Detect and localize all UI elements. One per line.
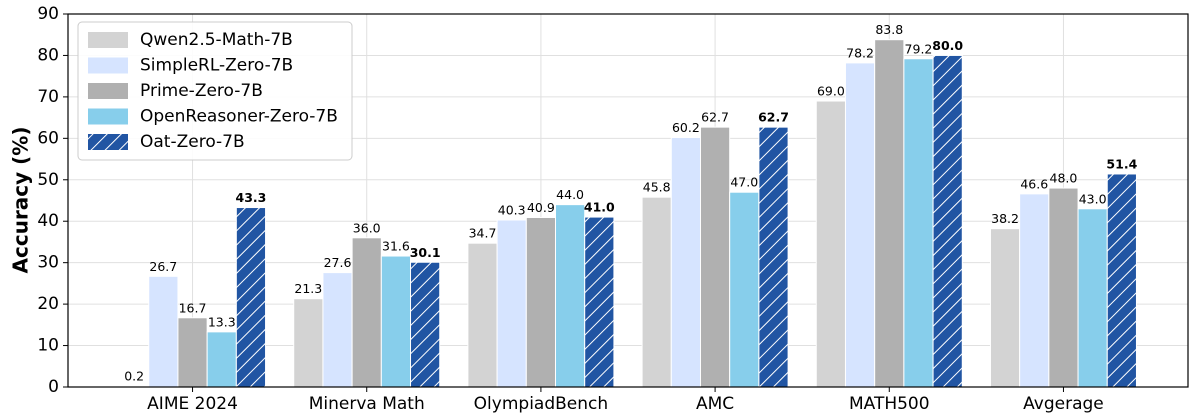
y-tick-label: 40 (37, 211, 59, 231)
bar (1048, 187, 1079, 388)
y-tick-label: 0 (48, 377, 59, 397)
y-tick-label: 50 (37, 170, 59, 190)
bar (496, 219, 527, 388)
bar (758, 126, 789, 388)
value-label: 44.0 (556, 187, 584, 202)
value-label: 48.0 (1050, 171, 1078, 186)
bar (351, 237, 382, 388)
value-label: 40.3 (498, 202, 526, 217)
bar (844, 62, 876, 388)
value-label: 30.1 (410, 245, 441, 260)
y-tick-label: 70 (37, 87, 59, 107)
value-label: 31.6 (382, 239, 410, 254)
value-label: 51.4 (1106, 156, 1137, 171)
value-label: 79.2 (905, 41, 933, 56)
value-label: 47.0 (730, 175, 758, 190)
x-tick-label: AMC (696, 394, 734, 414)
legend-swatch (88, 32, 128, 48)
y-tick-label: 30 (37, 253, 59, 273)
legend-label: SimpleRL-Zero-7B (140, 56, 293, 76)
y-tick-label: 20 (37, 294, 59, 314)
bar (989, 228, 1021, 388)
y-tick-label: 10 (37, 336, 59, 356)
bar (235, 207, 267, 388)
legend-label: Qwen2.5-Math-7B (140, 30, 293, 50)
x-tick-label: OlympiadBench (474, 394, 608, 414)
value-label: 40.9 (527, 200, 555, 215)
value-label: 78.2 (846, 45, 874, 60)
legend-box (77, 21, 353, 161)
bar (1106, 173, 1137, 388)
bar (584, 216, 615, 388)
x-tick-label: Minerva Math (309, 394, 425, 414)
value-label: 43.0 (1079, 191, 1107, 206)
bar (525, 216, 557, 388)
value-label: 0.2 (124, 369, 144, 384)
bar (555, 204, 586, 388)
bar (293, 298, 324, 388)
value-label: 80.0 (932, 38, 963, 53)
y-tick-label: 80 (37, 45, 59, 65)
bar (177, 317, 208, 388)
value-label: 38.2 (991, 211, 1019, 226)
bar (1019, 193, 1050, 388)
bar (467, 242, 498, 388)
bar (815, 100, 846, 388)
x-tick-label: MATH500 (849, 394, 930, 414)
bar (206, 331, 237, 388)
value-label: 46.6 (1020, 176, 1048, 191)
value-label: 21.3 (294, 281, 322, 296)
value-label: 26.7 (149, 259, 177, 274)
legend-label: Oat-Zero-7B (140, 132, 245, 152)
y-tick-label: 90 (37, 4, 59, 24)
value-label: 36.0 (353, 220, 381, 235)
legend-swatch (88, 108, 128, 125)
bar (641, 196, 672, 388)
bar (729, 191, 760, 388)
value-label: 27.6 (324, 255, 352, 270)
bar (670, 137, 701, 388)
legend-swatch (88, 57, 128, 74)
bar (1077, 208, 1108, 388)
legend-label: Prime-Zero-7B (140, 81, 263, 101)
x-tick-label: Avgerage (1023, 394, 1104, 414)
y-axis-title: Accuracy (%) (9, 127, 33, 274)
value-label: 13.3 (208, 314, 236, 329)
legend-label: OpenReasoner-Zero-7B (140, 107, 338, 127)
bar (932, 54, 963, 388)
value-label: 69.0 (817, 84, 845, 99)
y-tick-label: 60 (37, 128, 59, 148)
bar (322, 272, 353, 388)
value-label: 16.7 (179, 300, 207, 315)
bar (699, 126, 731, 388)
plot-frame (67, 13, 1189, 388)
value-label: 60.2 (672, 120, 700, 135)
value-label: 62.7 (758, 110, 789, 125)
bar (148, 275, 179, 388)
value-label: 62.7 (701, 110, 729, 125)
value-label: 45.8 (643, 180, 671, 195)
bar (874, 39, 905, 388)
value-label: 41.0 (584, 200, 615, 215)
legend-swatch (88, 83, 128, 99)
bar (380, 255, 412, 388)
value-label: 83.8 (875, 22, 903, 37)
legend-swatch (88, 134, 128, 150)
x-tick-label: AIME 2024 (147, 394, 238, 414)
value-label: 43.3 (236, 190, 267, 205)
bar (410, 261, 441, 388)
bar (903, 58, 934, 388)
value-label: 34.7 (469, 226, 497, 241)
